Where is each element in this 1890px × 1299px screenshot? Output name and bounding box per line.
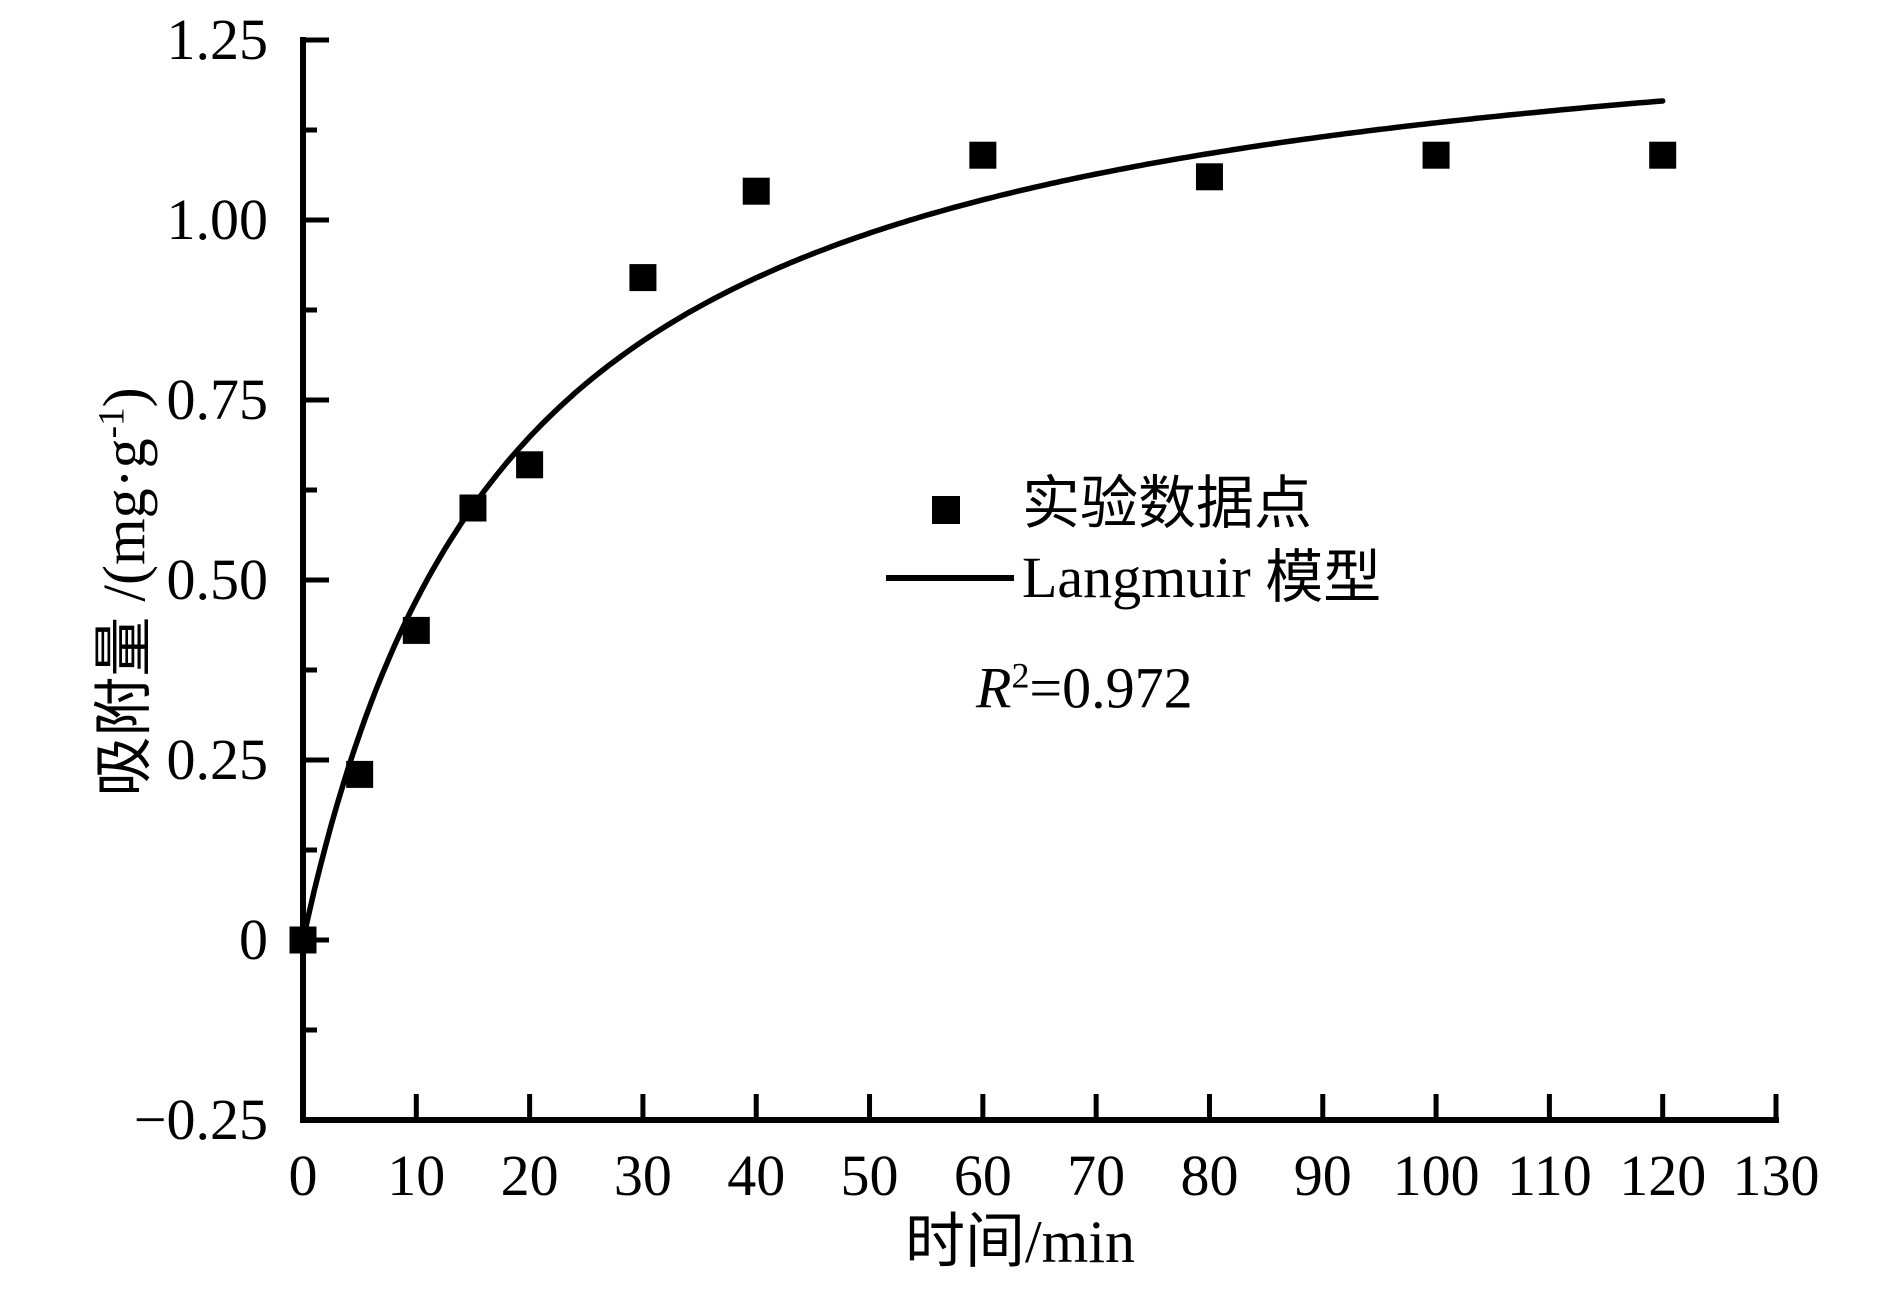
x-tick-label: 120 [1619,1143,1706,1208]
y-axis-title: 吸附量 /(mg·g-1) [91,387,158,797]
data-point-square [289,926,317,954]
data-point-square [1195,163,1223,191]
legend-label-langmuir-model: Langmuir 模型 [1022,545,1382,610]
r-value: =0.972 [1029,655,1193,721]
x-tick-label: 80 [1180,1143,1238,1208]
x-axis-title: 时间/min [904,1209,1136,1275]
y-tick-label: 1.00 [167,187,269,252]
data-point-square [1649,141,1677,169]
x-tick-label: 60 [954,1143,1012,1208]
r-symbol: R [976,655,1012,721]
y-tick-label: 0 [239,907,268,972]
data-point-square [459,494,487,522]
x-tick-label: 130 [1733,1143,1820,1208]
r-exponent: 2 [1011,655,1030,696]
x-tick-label: 20 [501,1143,559,1208]
x-tick-label: 110 [1507,1143,1592,1208]
y-tick-label: 0.75 [167,367,269,432]
y-tick-label: −0.25 [134,1087,268,1152]
legend-marker-line [886,575,1014,581]
y-tick-label: 0.25 [167,727,269,792]
data-point-square [516,451,544,479]
x-tick-label: 30 [614,1143,672,1208]
x-tick-label: 70 [1067,1143,1125,1208]
x-tick-label: 10 [387,1143,445,1208]
y-axis-title-superscript: -1 [91,407,133,439]
x-tick-label: 0 [289,1143,318,1208]
legend-marker-square [932,496,960,524]
legend-label-experimental-data: 实验数据点 [1022,471,1313,536]
y-axis-title-close: ) [91,387,158,408]
data-point-square [969,141,997,169]
data-point-square [742,177,770,205]
x-tick-label: 50 [841,1143,899,1208]
x-tick-label: 100 [1393,1143,1480,1208]
r-squared-annotation: R2=0.972 [976,655,1193,717]
data-point-square [346,760,374,788]
data-point-square [1422,141,1450,169]
y-tick-label: 1.25 [167,7,269,72]
data-point-square [402,616,430,644]
y-axis-title-main: 吸附量 /(mg·g [91,438,158,797]
y-tick-label: 0.50 [167,547,269,612]
x-tick-label: 90 [1294,1143,1352,1208]
data-point-square [629,264,657,292]
x-tick-label: 40 [727,1143,785,1208]
langmuir-fit-curve [300,98,1666,943]
